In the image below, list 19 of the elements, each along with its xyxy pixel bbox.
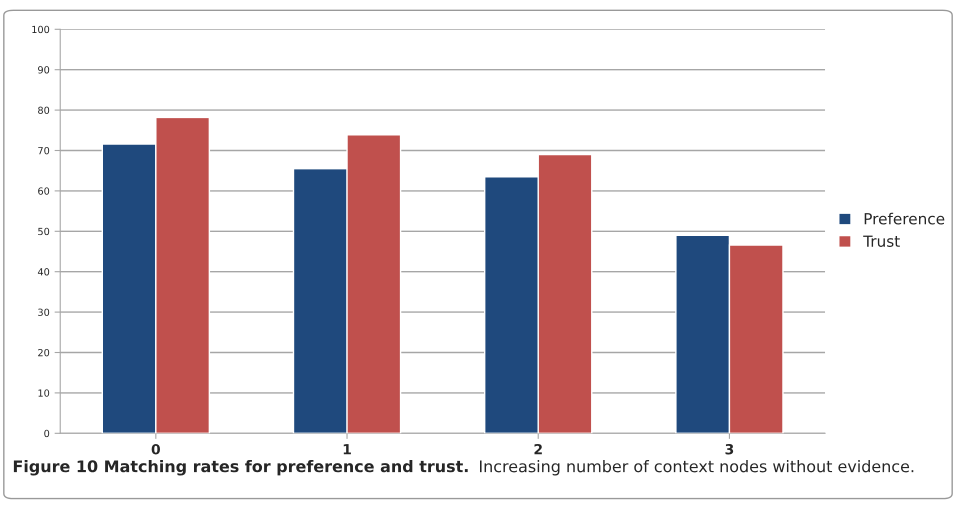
y-tick-label: 80 bbox=[38, 106, 50, 114]
y-tick-label: 20 bbox=[38, 348, 50, 356]
y-tick-label: 90 bbox=[38, 66, 50, 74]
y-tick-label: 60 bbox=[38, 187, 50, 195]
x-tick-label: 1 bbox=[344, 444, 351, 454]
text: Increasing number of context nodes without evidence. bbox=[480, 460, 914, 476]
y-tick-label: 0 bbox=[44, 430, 50, 438]
x-tick-label: 0 bbox=[152, 444, 160, 454]
text: Figure 10 Matching rates for preference and trust. bbox=[14, 460, 468, 476]
y-tick-label: 30 bbox=[38, 308, 50, 316]
y-tick-label: 10 bbox=[38, 389, 50, 397]
x-tick-label: 2 bbox=[534, 444, 542, 454]
legend-label: Trust bbox=[863, 236, 900, 247]
y-tick-label: 70 bbox=[38, 146, 50, 154]
legend-label: Preference bbox=[864, 212, 944, 225]
y-tick-label: 40 bbox=[38, 268, 50, 276]
x-tick-label: 3 bbox=[726, 444, 734, 454]
y-tick-label: 100 bbox=[32, 26, 50, 34]
y-tick-label: 50 bbox=[38, 228, 50, 236]
